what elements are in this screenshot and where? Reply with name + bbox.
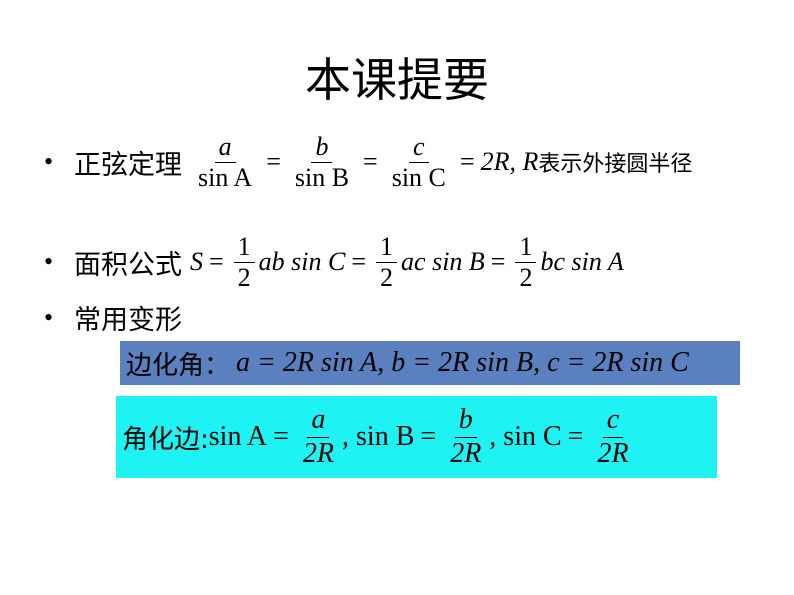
sine-law-formula: a sin A = b sin B = c sin C = 2R, R 表示外接圆半径 (190, 132, 692, 193)
denominator: sin B (294, 162, 350, 192)
bullet-label: 常用变形 (74, 305, 182, 336)
numerator: c (602, 404, 624, 438)
slide-title: 本课提要 (305, 53, 489, 107)
bullet-dot: • (44, 247, 54, 277)
term: bc sin A (540, 247, 624, 277)
numerator: 1 (515, 232, 537, 263)
term: , sin C (489, 421, 562, 452)
term: ab sin C (258, 247, 346, 277)
bullet-label: 面积公式 (74, 249, 182, 281)
equals: = (266, 147, 281, 177)
angle-to-side-box: 角化边: sin A = a 2R , sin B = b 2R , sin C =… (116, 396, 717, 478)
equals: = (567, 421, 584, 452)
denominator: sin A (198, 162, 253, 192)
S: S (190, 247, 203, 277)
denominator: 2R (302, 437, 335, 469)
denominator: 2R (450, 437, 482, 469)
denominator: 2 (237, 262, 251, 292)
numerator: 1 (233, 232, 255, 263)
numerator: a (307, 404, 330, 438)
numerator: 1 (376, 232, 398, 263)
bullet-common-transforms: • 常用变形 (44, 298, 190, 337)
equals: = (459, 147, 475, 177)
denominator: sin C (391, 162, 446, 192)
equals: = (490, 247, 506, 277)
box-label: 边化角： (126, 350, 231, 381)
term: ac sin B (401, 247, 485, 277)
numerator: b (311, 132, 333, 163)
denominator: 2R (597, 437, 629, 469)
note: 表示外接圆半径 (538, 152, 693, 178)
box-label: 角化边: (122, 424, 209, 455)
equals: = (351, 247, 367, 277)
box-formula: a = 2R sin A, b = 2R sin B, c = 2R sin C (236, 347, 689, 378)
term: , sin B (342, 421, 415, 452)
bullet-dot: • (44, 302, 54, 332)
bullet-sine-law: • 正弦定理 a sin A = b sin B = c sin C = 2R, R … (44, 132, 692, 193)
numerator: c (409, 132, 429, 163)
side-to-angle-box: 边化角： a = 2R sin A, b = 2R sin B, c = 2R … (120, 341, 740, 385)
denominator: 2 (519, 262, 533, 292)
denominator: 2 (380, 262, 394, 292)
equals: = (420, 421, 437, 452)
box-formula: sin A = a 2R , sin B = b 2R , sin C = c 2R (209, 404, 637, 469)
term: sin A (208, 421, 268, 452)
bullet-label: 正弦定理 (74, 149, 182, 181)
numerator: a (214, 132, 236, 163)
numerator: b (454, 404, 477, 438)
equals: = (363, 147, 378, 177)
equals: = (209, 247, 224, 277)
rhs: 2R, R (480, 147, 539, 177)
equals: = (273, 421, 289, 452)
bullet-dot: • (44, 147, 54, 177)
